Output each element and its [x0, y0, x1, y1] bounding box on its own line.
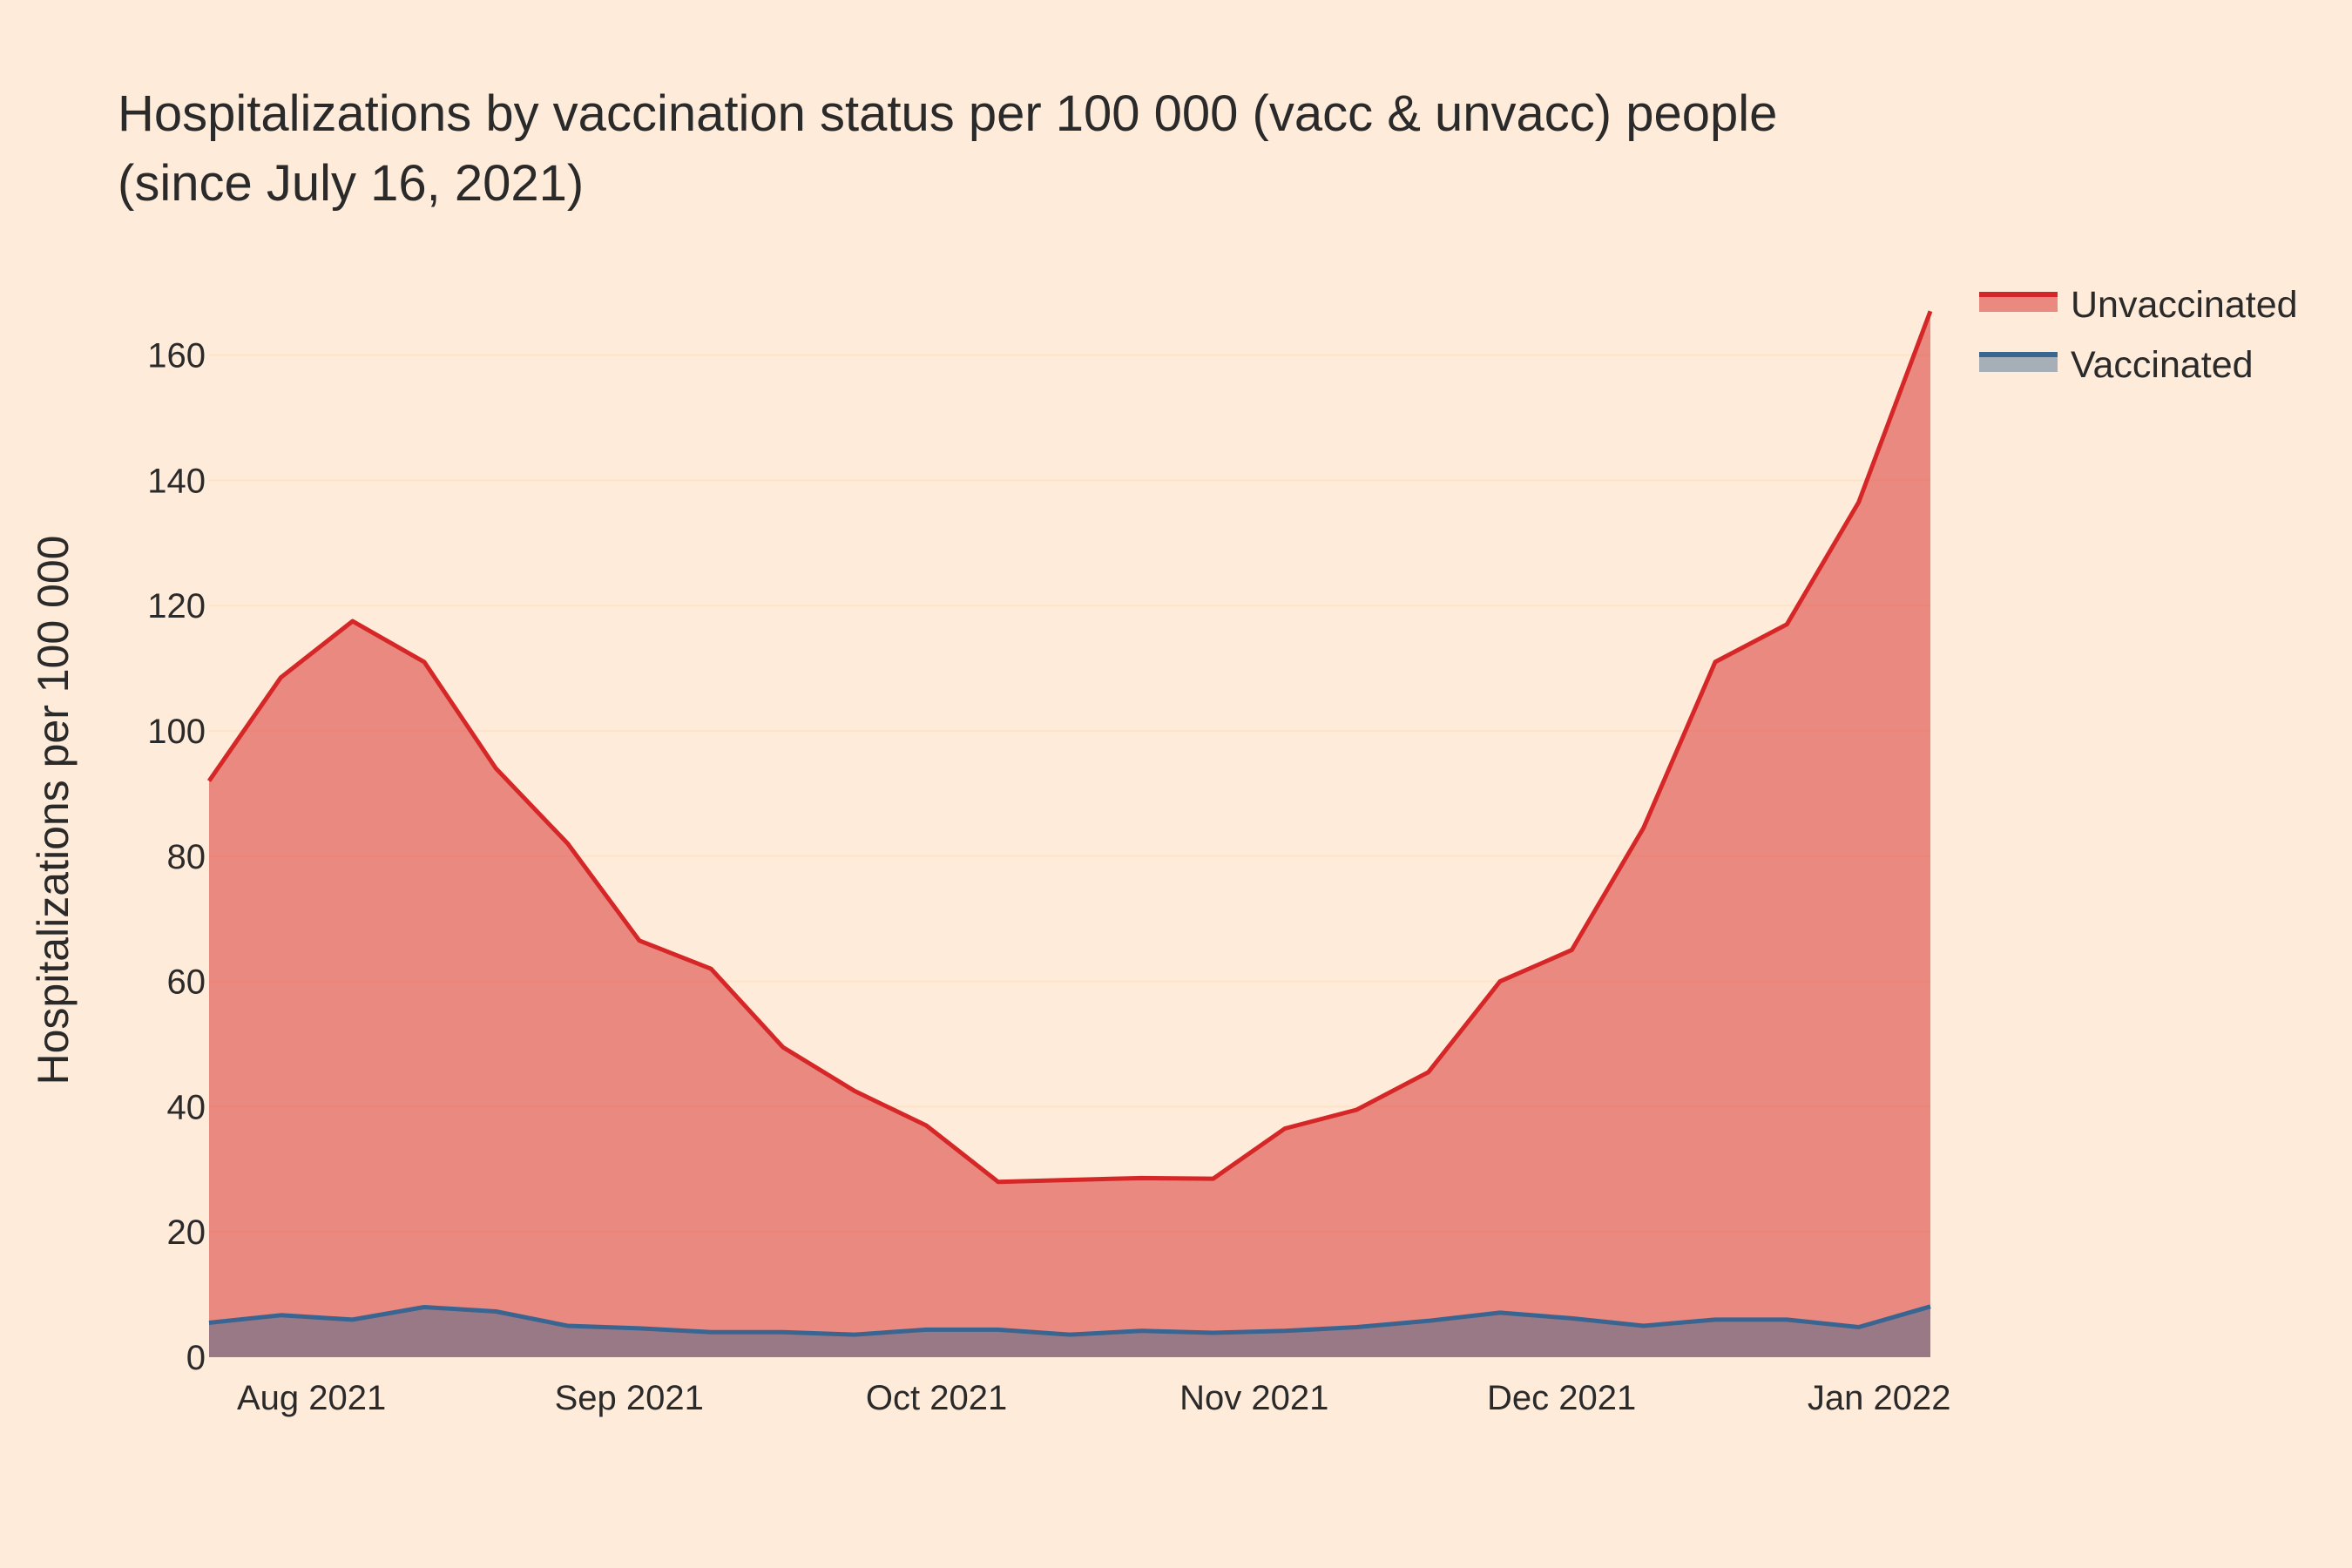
y-tick-label-140: 140: [147, 462, 206, 500]
y-tick-label-0: 0: [186, 1339, 206, 1377]
legend-label-unvaccinated: Unvaccinated: [2071, 284, 2298, 326]
x-axis-ticks: Aug 2021 Sep 2021 Oct 2021 Nov 2021 Dec 2021…: [237, 1379, 1951, 1417]
x-tick-label-4: Dec 2021: [1487, 1379, 1636, 1417]
chart-title-line-2: (since July 16, 2021): [118, 155, 584, 212]
y-tick-label-20: 20: [167, 1213, 206, 1252]
x-tick-label-1: Sep 2021: [555, 1379, 704, 1417]
legend[interactable]: Unvaccinated Vaccinated: [1979, 284, 2298, 386]
y-tick-label-100: 100: [147, 713, 206, 751]
x-tick-label-2: Oct 2021: [866, 1379, 1007, 1417]
y-axis-label: Hospitalizations per 100 000: [29, 536, 78, 1085]
x-tick-label-3: Nov 2021: [1179, 1379, 1328, 1417]
x-tick-label-0: Aug 2021: [237, 1379, 386, 1417]
legend-label-vaccinated: Vaccinated: [2071, 344, 2254, 386]
chart-title-line-1: Hospitalizations by vaccination status p…: [118, 85, 1777, 142]
legend-swatch-unvaccinated: [1979, 294, 2058, 312]
y-tick-label-120: 120: [147, 587, 206, 625]
legend-item-vaccinated[interactable]: Vaccinated: [1979, 344, 2254, 386]
legend-item-unvaccinated[interactable]: Unvaccinated: [1979, 284, 2298, 326]
legend-swatch-vaccinated: [1979, 355, 2058, 372]
series-area-vaccinated: [209, 1306, 1930, 1357]
y-tick-label-60: 60: [167, 963, 206, 1002]
series-area-unvaccinated: [209, 311, 1930, 1358]
series-areas: [209, 311, 1930, 1358]
y-axis-ticks: 0 20 40 60 80 100 120 140 160: [147, 337, 206, 1377]
y-tick-label-40: 40: [167, 1088, 206, 1126]
y-tick-label-160: 160: [147, 337, 206, 375]
y-tick-label-80: 80: [167, 838, 206, 876]
x-tick-label-5: Jan 2022: [1808, 1379, 1951, 1417]
series-lines: [206, 310, 1933, 1337]
